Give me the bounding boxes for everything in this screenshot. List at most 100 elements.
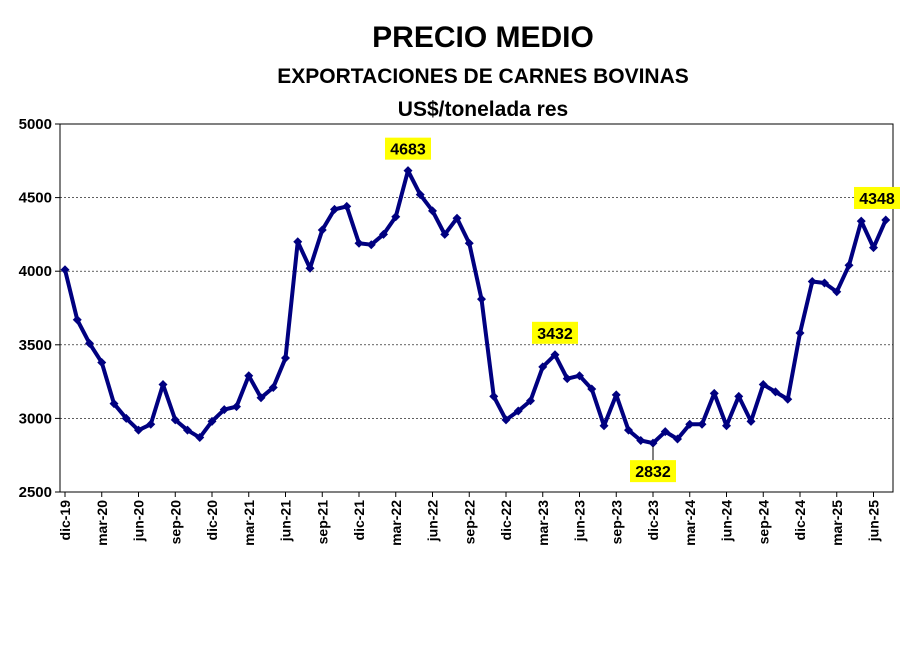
data-point [869, 243, 878, 253]
series-line [63, 168, 888, 446]
data-point [305, 263, 315, 273]
x-tick-label: jun-25 [866, 500, 882, 542]
data-point [673, 434, 682, 444]
data-point [170, 415, 180, 425]
data-point [709, 388, 719, 398]
x-tick-label: mar-24 [682, 500, 698, 546]
data-point [232, 402, 241, 412]
data-point [611, 390, 621, 400]
x-tick-label: jun-22 [425, 500, 441, 542]
data-point [538, 362, 548, 372]
annotation-label: 4683 [390, 142, 426, 159]
data-point [807, 277, 817, 287]
data-point [219, 405, 229, 415]
annotation-box [854, 186, 900, 209]
data-point [134, 425, 143, 435]
x-tick-label: mar-23 [535, 500, 551, 546]
data-point [550, 350, 560, 360]
data-point [317, 225, 327, 235]
x-tick-label: dic-20 [204, 500, 220, 541]
x-tick-label: mar-21 [241, 500, 257, 546]
x-tick-label: dic-23 [645, 500, 661, 541]
data-point [489, 391, 499, 401]
x-tick-label: jun-24 [719, 500, 735, 542]
y-tick-label: 3000 [19, 410, 52, 427]
data-point [379, 229, 388, 239]
data-point [330, 204, 339, 214]
data-point [844, 260, 854, 270]
y-axis: 2500 3000 3500 4000 4500 5000 [19, 116, 60, 501]
data-point [342, 201, 352, 211]
data-point [599, 421, 609, 431]
data-point [795, 328, 805, 338]
data-point [526, 396, 535, 406]
x-tick-label: sep-23 [608, 500, 624, 545]
data-point [856, 216, 866, 226]
data-point [636, 435, 646, 445]
data-point [391, 212, 401, 222]
x-tick-label: mar-25 [829, 500, 845, 546]
data-point [366, 240, 376, 250]
x-tick-label: sep-21 [314, 500, 330, 545]
data-point [648, 438, 658, 448]
data-point [477, 294, 486, 304]
annotation-label: 3432 [537, 326, 573, 343]
data-point [146, 419, 156, 429]
data-point [697, 419, 707, 429]
data-point [832, 287, 842, 297]
data-point [415, 190, 425, 200]
chart-unit: US$/tonelada res [398, 98, 568, 121]
annotation-label: 4348 [859, 191, 895, 208]
data-point [624, 425, 633, 435]
chart-subtitle: EXPORTACIONES DE CARNES BOVINAS [277, 65, 689, 88]
data-point [293, 237, 303, 247]
x-tick-label: sep-20 [167, 500, 183, 545]
x-tick-label: dic-24 [792, 500, 808, 541]
data-point [195, 433, 205, 443]
data-point [562, 374, 572, 384]
data-point [207, 416, 217, 426]
data-point [758, 380, 768, 390]
data-point [281, 353, 290, 363]
data-point [256, 393, 266, 403]
data-point [771, 387, 780, 397]
annotation-label: 2832 [635, 464, 671, 481]
data-point [734, 391, 744, 401]
data-point [72, 315, 82, 325]
x-tick-label: sep-22 [461, 500, 477, 545]
chart-title: PRECIO MEDIO [372, 21, 594, 54]
data-point [268, 382, 278, 392]
data-point [722, 421, 731, 431]
data-point [403, 166, 413, 176]
plot-area [59, 123, 894, 493]
y-tick-label: 4500 [19, 190, 52, 207]
data-point [575, 371, 584, 381]
x-tick-label: jun-21 [278, 500, 294, 542]
y-tick-label: 5000 [19, 116, 52, 133]
x-tick-label: mar-22 [388, 500, 404, 546]
y-tick-label: 3500 [19, 337, 52, 354]
x-tick-label: mar-20 [94, 500, 110, 546]
data-point [244, 371, 254, 381]
data-point [783, 394, 793, 404]
data-point [354, 238, 364, 248]
data-point [85, 338, 94, 348]
data-point [97, 357, 107, 367]
data-point [881, 215, 891, 225]
data-point [428, 206, 437, 216]
x-tick-label: dic-19 [57, 500, 73, 541]
data-point [513, 406, 523, 416]
data-point [587, 384, 597, 394]
data-point [501, 415, 511, 425]
x-tick-label: sep-24 [755, 500, 771, 545]
data-point [685, 419, 695, 429]
data-point [60, 265, 70, 275]
data-point [746, 416, 756, 426]
annotation-box [532, 321, 578, 344]
y-tick-label: 2500 [19, 484, 52, 501]
y-tick-label: 4000 [19, 263, 52, 280]
x-tick-label: dic-22 [498, 500, 514, 541]
data-point [660, 427, 670, 437]
annotation-box [385, 137, 431, 160]
